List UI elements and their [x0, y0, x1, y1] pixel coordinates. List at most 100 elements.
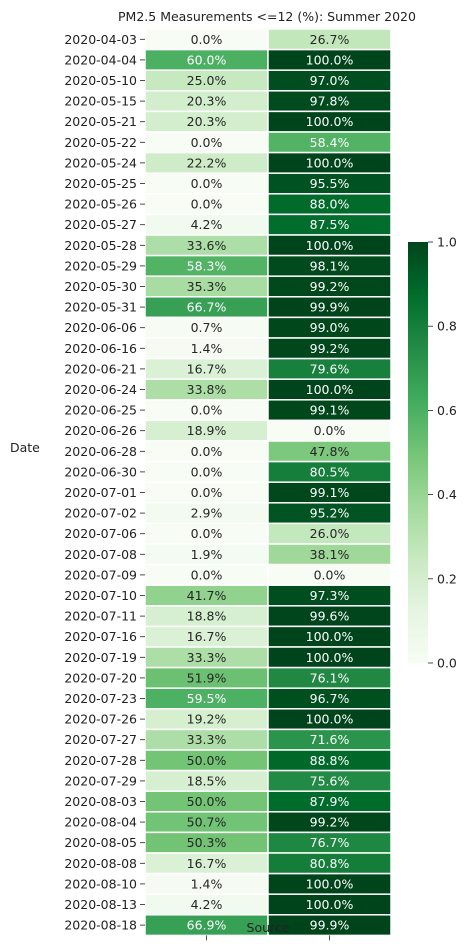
cell-value-label: 33.6% [187, 238, 227, 253]
cell-value-label: 99.2% [310, 341, 350, 356]
cell-value-label: 71.6% [310, 732, 350, 747]
cell-value-label: 80.5% [310, 464, 350, 479]
cell-value-label: 58.3% [187, 258, 227, 273]
y-tick-label: 2020-07-11 [64, 609, 137, 624]
cell-value-label: 16.7% [187, 361, 227, 376]
cell-value-label: 76.1% [310, 670, 350, 685]
cell-value-label: 47.8% [310, 444, 350, 459]
cell-value-label: 18.9% [187, 423, 227, 438]
cell-value-label: 95.2% [310, 506, 350, 521]
cell-value-label: 60.0% [187, 52, 227, 67]
cell-value-label: 96.7% [310, 691, 350, 706]
cell-value-label: 88.0% [310, 197, 350, 212]
y-tick-label: 2020-06-25 [64, 403, 137, 418]
y-tick-label: 2020-07-16 [64, 629, 137, 644]
heatmap-cells: 0.0% 26.7% 60.0% 100.0% 25.0% 97.0% 20.3% 97.8%… [144, 28, 392, 937]
y-tick-label: 2020-08-03 [64, 794, 137, 809]
cell-value-label: 100.0% [306, 238, 354, 253]
y-tick-label: 2020-06-30 [64, 464, 137, 479]
y-tick-label: 2020-06-21 [64, 361, 137, 376]
y-tick-label: 2020-08-05 [64, 835, 137, 850]
y-tick-label: 2020-08-08 [64, 856, 137, 871]
cell-value-label: 97.8% [310, 94, 350, 109]
y-tick-label: 2020-07-29 [64, 773, 137, 788]
y-axis-label: Date [10, 440, 40, 455]
cell-value-label: 0.0% [191, 32, 223, 47]
y-tick-label: 2020-07-23 [64, 691, 137, 706]
cell-value-label: 87.9% [310, 794, 350, 809]
cell-value-label: 100.0% [306, 382, 354, 397]
cell-value-label: 100.0% [306, 114, 354, 129]
cell-value-label: 99.9% [310, 300, 350, 315]
cell-value-label: 1.9% [191, 547, 223, 562]
cell-value-label: 0.0% [191, 403, 223, 418]
cell-value-label: 0.0% [191, 197, 223, 212]
cell-value-label: 1.4% [191, 341, 223, 356]
y-tick-label: 2020-05-30 [64, 279, 137, 294]
y-tick-label: 2020-06-16 [64, 341, 137, 356]
y-tick-label: 2020-06-06 [64, 320, 137, 335]
cell-value-label: 0.0% [191, 135, 223, 150]
cell-value-label: 0.0% [191, 464, 223, 479]
y-tick-label: 2020-05-25 [64, 176, 137, 191]
cell-value-label: 0.0% [191, 485, 223, 500]
cell-value-label: 18.8% [187, 609, 227, 624]
cell-value-label: 51.9% [187, 670, 227, 685]
cell-value-label: 76.7% [310, 835, 350, 850]
cell-value-label: 99.0% [310, 320, 350, 335]
cell-value-label: 16.7% [187, 629, 227, 644]
cell-value-label: 100.0% [306, 897, 354, 912]
y-tick-label: 2020-07-06 [64, 526, 137, 541]
cell-value-label: 1.4% [191, 876, 223, 891]
cell-value-label: 100.0% [306, 650, 354, 665]
cell-value-label: 0.0% [191, 526, 223, 541]
cell-value-label: 88.8% [310, 753, 350, 768]
colorbar-tick-label: 0.8 [437, 319, 457, 334]
cell-value-label: 50.3% [187, 835, 227, 850]
y-tick-label: 2020-05-22 [64, 135, 137, 150]
y-tick-label: 2020-05-26 [64, 197, 137, 212]
cell-value-label: 0.0% [314, 567, 346, 582]
cell-value-label: 50.7% [187, 815, 227, 830]
cell-value-label: 66.9% [187, 918, 227, 933]
y-tick-label: 2020-05-10 [64, 73, 137, 88]
y-tick-label: 2020-07-08 [64, 547, 137, 562]
cell-value-label: 20.3% [187, 94, 227, 109]
y-tick-label: 2020-07-09 [64, 567, 137, 582]
cell-value-label: 95.5% [310, 176, 350, 191]
y-tick-label: 2020-07-10 [64, 588, 137, 603]
cell-value-label: 100.0% [306, 629, 354, 644]
y-tick-label: 2020-07-20 [64, 670, 137, 685]
cell-value-label: 4.2% [191, 217, 223, 232]
cell-value-label: 100.0% [306, 155, 354, 170]
cell-value-label: 0.7% [191, 320, 223, 335]
colorbar-tick-label: 0.0 [437, 656, 457, 671]
cell-value-label: 0.0% [191, 444, 223, 459]
cell-value-label: 38.1% [310, 547, 350, 562]
colorbar-tick-label: 1.0 [437, 235, 457, 250]
cell-value-label: 22.2% [187, 155, 227, 170]
cell-value-label: 59.5% [187, 691, 227, 706]
y-tick-labels: 2020-04-03 2020-04-04 2020-05-10 2020-05-15… [64, 32, 145, 933]
y-tick-label: 2020-07-02 [64, 506, 137, 521]
y-tick-label: 2020-06-24 [64, 382, 137, 397]
cell-value-label: 98.1% [310, 258, 350, 273]
colorbar-tick-label: 0.6 [437, 403, 457, 418]
cell-value-label: 100.0% [306, 52, 354, 67]
colorbar-tick-label: 0.2 [437, 571, 457, 586]
cell-value-label: 79.6% [310, 361, 350, 376]
cell-value-label: 33.8% [187, 382, 227, 397]
cell-value-label: 100.0% [306, 876, 354, 891]
y-tick-label: 2020-05-24 [64, 155, 137, 170]
y-tick-label: 2020-07-27 [64, 732, 137, 747]
colorbar [408, 242, 428, 663]
cell-value-label: 97.3% [310, 588, 350, 603]
cell-value-label: 19.2% [187, 712, 227, 727]
y-tick-label: 2020-05-15 [64, 94, 137, 109]
y-tick-label: 2020-07-26 [64, 712, 137, 727]
cell-value-label: 99.6% [310, 609, 350, 624]
cell-value-label: 26.7% [310, 32, 350, 47]
cell-value-label: 50.0% [187, 794, 227, 809]
cell-value-label: 33.3% [187, 650, 227, 665]
